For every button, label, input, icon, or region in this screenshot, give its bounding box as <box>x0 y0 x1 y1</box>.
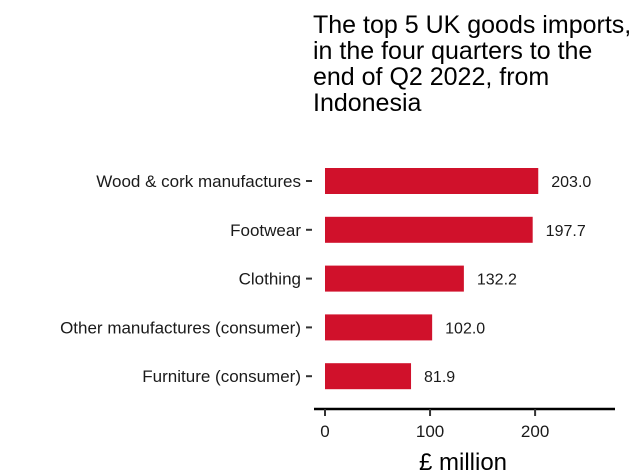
category-label-3: Other manufactures (consumer) <box>60 318 301 337</box>
bars-layer <box>325 168 539 390</box>
chart-title: The top 5 UK goods imports, in the four … <box>313 11 632 117</box>
value-label-3: 102.0 <box>445 320 485 337</box>
bar-0 <box>325 168 539 194</box>
value-label-1: 197.7 <box>546 223 586 240</box>
category-label-4: Furniture (consumer) <box>142 367 301 386</box>
bar-4 <box>325 363 412 390</box>
x-tick-label-2: 200 <box>521 422 549 441</box>
x-axis-title: £ million <box>419 449 507 473</box>
category-label-2: Clothing <box>239 270 301 289</box>
value-labels: 203.0 197.7 132.2 102.0 81.9 <box>424 174 591 386</box>
value-label-2: 132.2 <box>477 272 517 289</box>
x-tick-label-1: 100 <box>416 422 444 441</box>
x-tick-label-0: 0 <box>320 422 329 441</box>
category-labels: Wood & cork manufactures Footwear Clothing… <box>60 172 312 386</box>
bar-1 <box>325 216 533 243</box>
bar-3 <box>325 314 433 341</box>
bar-2 <box>325 265 464 292</box>
x-axis: 0 100 200 <box>314 407 615 441</box>
category-label-0: Wood & cork manufactures <box>96 172 301 191</box>
value-label-4: 81.9 <box>424 369 455 386</box>
category-label-1: Footwear <box>230 221 301 240</box>
value-label-0: 203.0 <box>551 174 591 191</box>
